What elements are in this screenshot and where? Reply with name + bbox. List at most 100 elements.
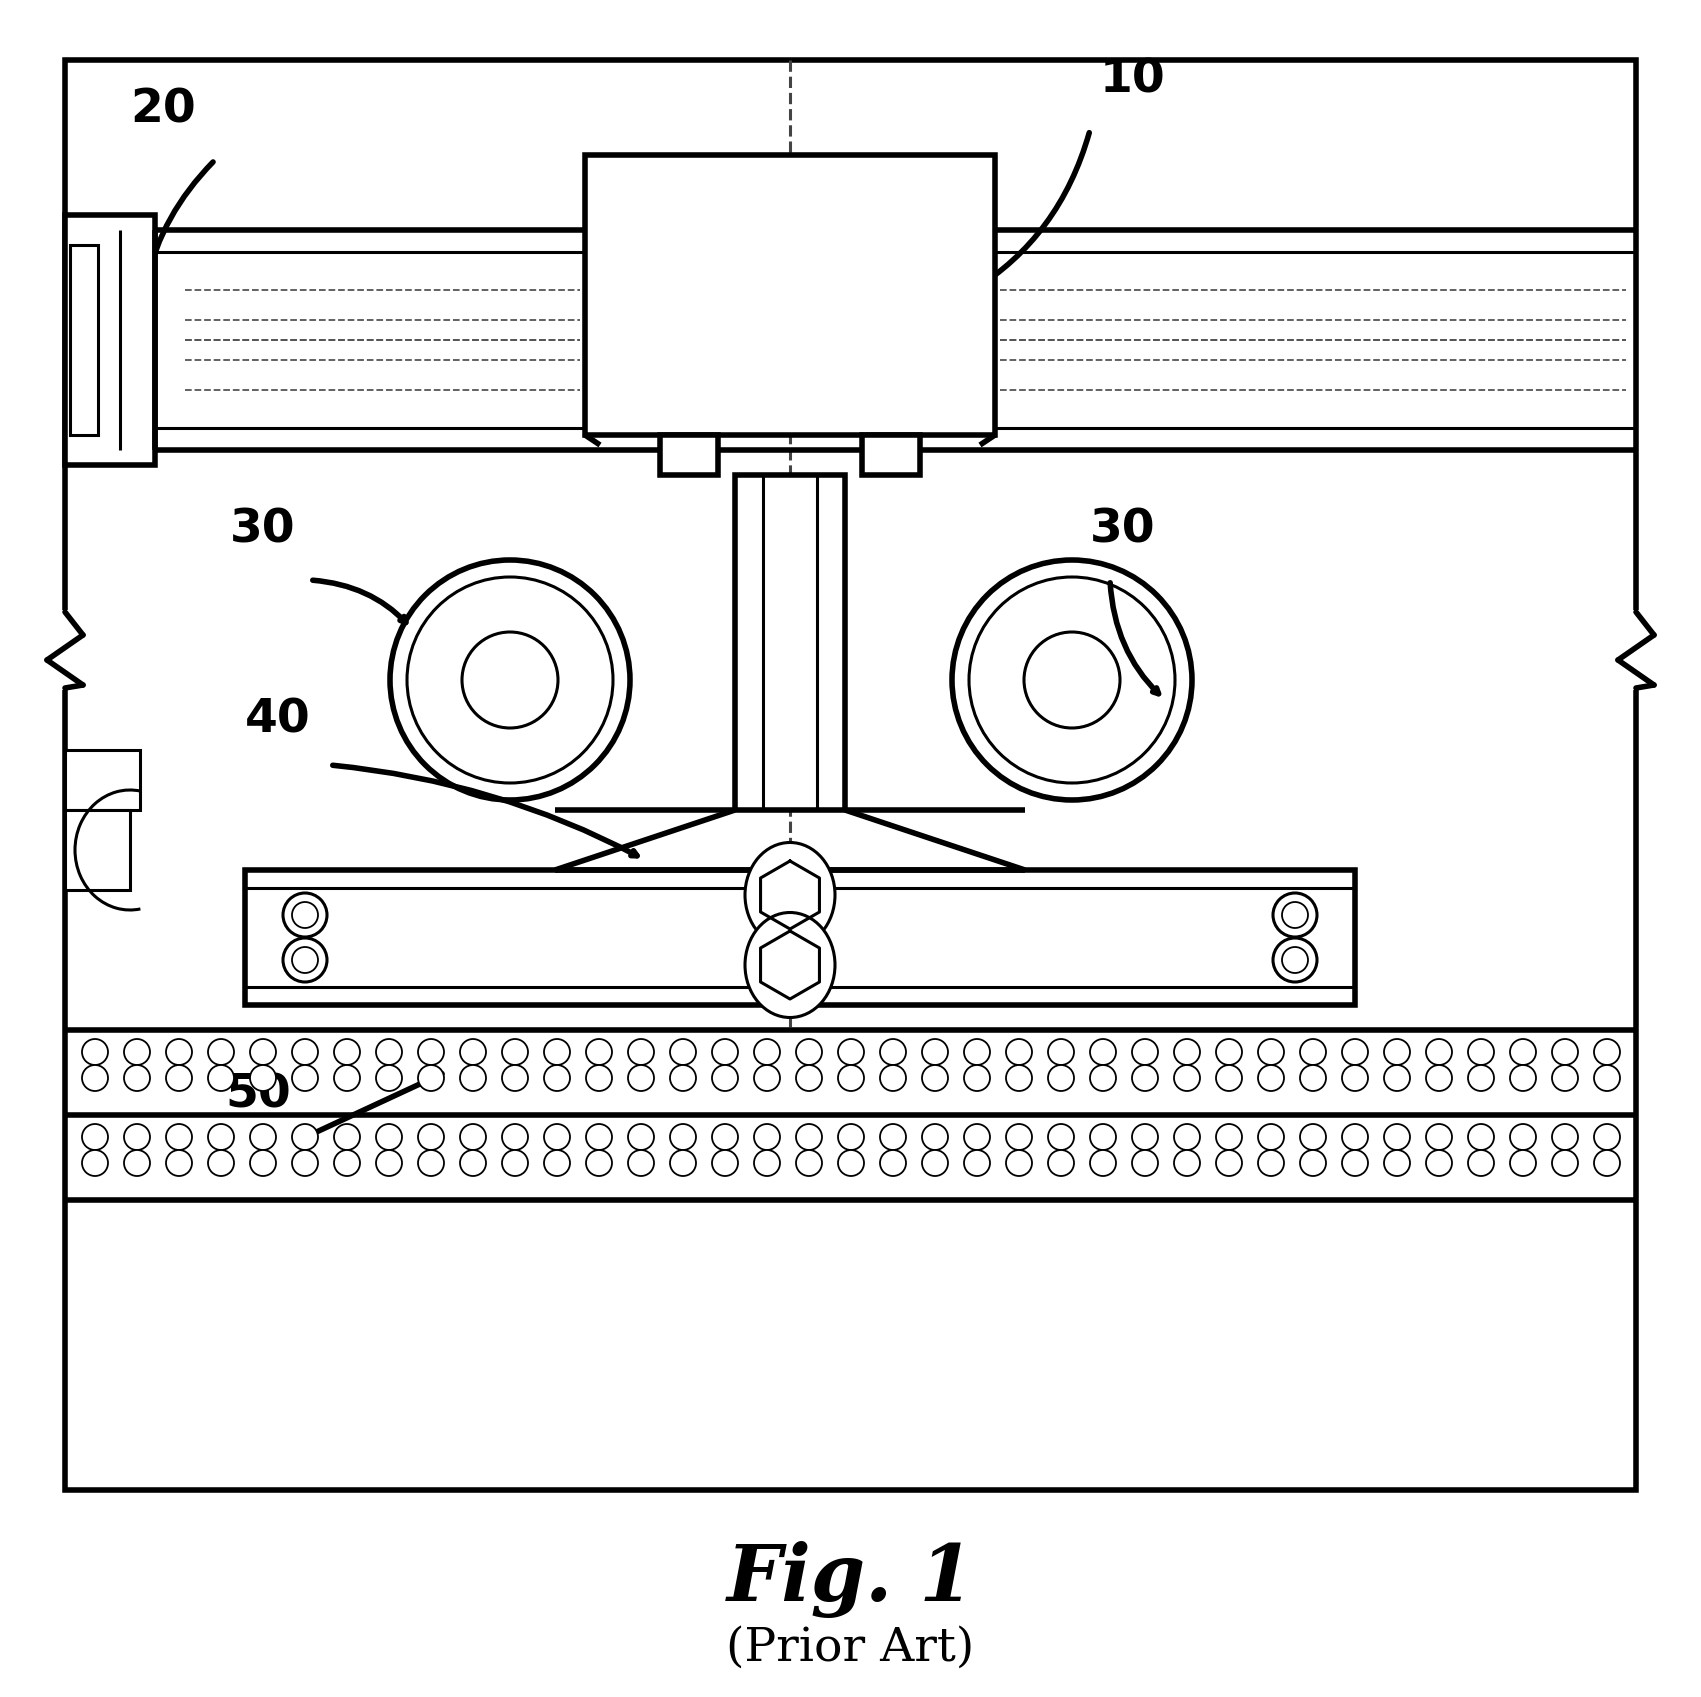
- Circle shape: [1551, 1039, 1579, 1066]
- Circle shape: [1174, 1066, 1199, 1091]
- Circle shape: [713, 1151, 738, 1176]
- Circle shape: [879, 1123, 907, 1151]
- Circle shape: [1174, 1039, 1199, 1066]
- Circle shape: [839, 1066, 864, 1091]
- Circle shape: [628, 1151, 653, 1176]
- Circle shape: [124, 1123, 150, 1151]
- Circle shape: [953, 560, 1192, 799]
- Circle shape: [970, 577, 1175, 782]
- Circle shape: [1024, 631, 1119, 728]
- Circle shape: [407, 577, 612, 782]
- Circle shape: [390, 560, 629, 799]
- Circle shape: [628, 1039, 653, 1066]
- Circle shape: [1510, 1123, 1536, 1151]
- Circle shape: [1216, 1066, 1242, 1091]
- Bar: [245, 871, 1356, 1005]
- Circle shape: [879, 1066, 907, 1091]
- Circle shape: [544, 1066, 570, 1091]
- Circle shape: [922, 1066, 947, 1091]
- Circle shape: [713, 1066, 738, 1091]
- Circle shape: [1005, 1066, 1033, 1091]
- Circle shape: [1048, 1151, 1073, 1176]
- Text: 30: 30: [230, 507, 296, 553]
- Circle shape: [418, 1123, 444, 1151]
- Circle shape: [208, 1151, 235, 1176]
- Circle shape: [1594, 1039, 1619, 1066]
- Circle shape: [1216, 1039, 1242, 1066]
- Text: 30: 30: [1090, 507, 1155, 553]
- Circle shape: [670, 1123, 696, 1151]
- Circle shape: [754, 1066, 781, 1091]
- Circle shape: [418, 1066, 444, 1091]
- Circle shape: [167, 1151, 192, 1176]
- Circle shape: [82, 1039, 107, 1066]
- Circle shape: [1090, 1039, 1116, 1066]
- Circle shape: [587, 1039, 612, 1066]
- Circle shape: [1259, 1066, 1284, 1091]
- Circle shape: [1342, 1151, 1368, 1176]
- Bar: [65, 59, 1636, 1490]
- Circle shape: [670, 1039, 696, 1066]
- Circle shape: [124, 1151, 150, 1176]
- Circle shape: [1300, 1151, 1327, 1176]
- Circle shape: [544, 1039, 570, 1066]
- Circle shape: [124, 1039, 150, 1066]
- Circle shape: [1425, 1039, 1453, 1066]
- Bar: [862, 434, 920, 475]
- Circle shape: [670, 1151, 696, 1176]
- Circle shape: [587, 1066, 612, 1091]
- Text: 50: 50: [225, 1073, 291, 1118]
- Circle shape: [754, 1151, 781, 1176]
- Text: Fig. 1: Fig. 1: [726, 1541, 975, 1619]
- Bar: [735, 475, 845, 809]
- Circle shape: [167, 1123, 192, 1151]
- Circle shape: [1468, 1039, 1493, 1066]
- Circle shape: [293, 1039, 318, 1066]
- Circle shape: [1468, 1151, 1493, 1176]
- Bar: [1630, 609, 1641, 691]
- Circle shape: [376, 1123, 401, 1151]
- Circle shape: [544, 1151, 570, 1176]
- Circle shape: [1425, 1066, 1453, 1091]
- Circle shape: [208, 1066, 235, 1091]
- Circle shape: [1259, 1151, 1284, 1176]
- Circle shape: [1216, 1151, 1242, 1176]
- Circle shape: [1131, 1123, 1158, 1151]
- Circle shape: [964, 1066, 990, 1091]
- Circle shape: [293, 903, 318, 928]
- Circle shape: [1300, 1066, 1327, 1091]
- Bar: [585, 154, 995, 434]
- Circle shape: [502, 1123, 527, 1151]
- Circle shape: [459, 1123, 486, 1151]
- Circle shape: [839, 1123, 864, 1151]
- Circle shape: [82, 1123, 107, 1151]
- Circle shape: [418, 1039, 444, 1066]
- Circle shape: [922, 1123, 947, 1151]
- Circle shape: [282, 938, 327, 983]
- Circle shape: [839, 1151, 864, 1176]
- Circle shape: [333, 1123, 361, 1151]
- Circle shape: [124, 1066, 150, 1091]
- Circle shape: [544, 1123, 570, 1151]
- Bar: [60, 609, 71, 691]
- Circle shape: [333, 1039, 361, 1066]
- Circle shape: [418, 1151, 444, 1176]
- Circle shape: [964, 1039, 990, 1066]
- Circle shape: [964, 1151, 990, 1176]
- Circle shape: [964, 1123, 990, 1151]
- Circle shape: [293, 1066, 318, 1091]
- Circle shape: [922, 1039, 947, 1066]
- Circle shape: [376, 1066, 401, 1091]
- Circle shape: [82, 1066, 107, 1091]
- Circle shape: [463, 631, 558, 728]
- Circle shape: [1594, 1151, 1619, 1176]
- Circle shape: [250, 1151, 276, 1176]
- Circle shape: [1174, 1151, 1199, 1176]
- Circle shape: [1048, 1123, 1073, 1151]
- Circle shape: [1259, 1039, 1284, 1066]
- Circle shape: [167, 1039, 192, 1066]
- Circle shape: [1551, 1151, 1579, 1176]
- Circle shape: [587, 1151, 612, 1176]
- Text: 10: 10: [1101, 58, 1165, 102]
- Circle shape: [796, 1151, 822, 1176]
